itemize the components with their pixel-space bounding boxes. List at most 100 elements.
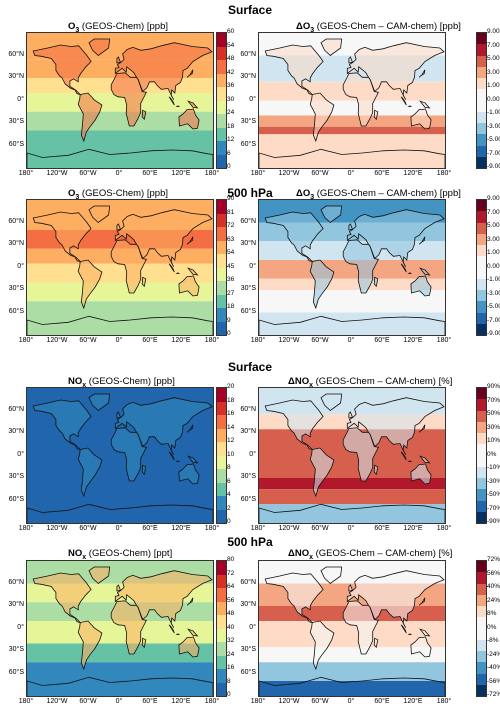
- colorbar-segment: [217, 46, 226, 61]
- panel-title-nox-500: NOx (GEOS-Chem) [ppt]: [68, 548, 173, 561]
- coastline: [178, 275, 200, 297]
- lat-label: 30°N: [240, 73, 256, 80]
- lon-label: 120°W: [278, 698, 300, 705]
- colorbar-tick-label: 1.00: [487, 249, 500, 256]
- colorbar-tick-label: -56%: [487, 677, 500, 685]
- coastline: [348, 411, 354, 419]
- colorbar-tick-label: 9.00: [487, 195, 500, 202]
- colorbar-tick-label: 9: [227, 316, 231, 324]
- coastline: [320, 205, 343, 224]
- colorbar-segment: [477, 651, 486, 664]
- field-band: [259, 647, 445, 663]
- colorbar-tick-label: 8: [227, 677, 231, 685]
- colorbar-segment: [217, 601, 226, 616]
- lon-label: 120°E: [403, 698, 423, 705]
- colorbar-segment: [477, 466, 486, 479]
- lon-label: 0°: [347, 698, 355, 705]
- colorbar-segment: [477, 421, 486, 434]
- colorbar-tick-label: 48: [227, 610, 235, 617]
- lon-label: 180°: [204, 337, 220, 344]
- map-field-svg: [259, 388, 445, 523]
- lat-label: 30°N: [8, 428, 24, 435]
- colorbar-tick-label: 9.00: [487, 28, 500, 35]
- colorbar-tick-label: 18: [227, 303, 235, 310]
- colorbar-tick-label: 0: [227, 691, 231, 698]
- colorbar-tick-label: -90%: [487, 518, 500, 525]
- colorbar-tick-label: -40%: [487, 664, 500, 671]
- coastline: [309, 259, 335, 310]
- row-title-500hpa-nox: 500 hPa: [227, 535, 273, 549]
- colorbar-tick-label: 90: [227, 195, 235, 202]
- colorbar-segment: [477, 290, 486, 303]
- lat-label: 60°N: [8, 405, 24, 413]
- colorbar-segment: [217, 308, 226, 323]
- colorbar-segment: [477, 78, 486, 91]
- lon-label: 120°E: [171, 170, 191, 177]
- colorbar-segment: [477, 211, 486, 224]
- colorbar-segment: [477, 222, 486, 235]
- colorbar-segment: [477, 455, 486, 468]
- colorbar-segment: [477, 156, 486, 168]
- lon-label: 180°: [436, 170, 452, 177]
- lat-label: 30°N: [240, 240, 256, 247]
- colorbar-segment: [217, 509, 226, 523]
- colorbar-tick-label: 20: [227, 383, 235, 390]
- map-do3-500: [258, 199, 446, 336]
- lon-label: 0°: [115, 698, 123, 705]
- coastline: [373, 109, 379, 121]
- lon-label: 120°W: [46, 337, 68, 344]
- lon-label: 180°: [436, 337, 452, 344]
- lon-label: 60°W: [311, 525, 329, 532]
- field-band: [259, 681, 445, 696]
- colorbar-segment: [217, 254, 226, 269]
- colorbar-tick-label: 63: [227, 235, 235, 243]
- coastline: [77, 259, 103, 310]
- coastline: [187, 455, 199, 464]
- colorbar-segment: [217, 401, 226, 416]
- lat-label: 30°S: [240, 473, 256, 480]
- lat-label: 30°N: [240, 601, 256, 608]
- lon-label: 180°: [250, 525, 266, 532]
- coastline: [175, 272, 181, 274]
- colorbar-segment: [477, 594, 486, 607]
- colorbar-tick-label: 10: [227, 450, 235, 458]
- colorbar-segment: [477, 489, 486, 502]
- lat-label: 60°S: [8, 668, 24, 676]
- lon-label: 120°E: [171, 337, 191, 344]
- field-band: [27, 282, 213, 302]
- colorbar-segment: [217, 482, 226, 497]
- field-band: [259, 290, 445, 313]
- colorbar-tick-label: 48: [227, 55, 235, 62]
- coastline: [418, 69, 426, 78]
- lon-label: 120°W: [278, 170, 300, 177]
- coastline: [400, 624, 407, 634]
- lon-label: 180°: [250, 170, 266, 177]
- coastline: [342, 600, 379, 655]
- lon-label: 60°W: [311, 698, 329, 705]
- coastline: [407, 633, 413, 635]
- colorbar-segment: [217, 114, 226, 129]
- field-band: [27, 301, 213, 335]
- coastline: [32, 572, 92, 624]
- colorbar-tick-label: 8: [227, 464, 231, 471]
- lat-label: 60°S: [240, 140, 256, 148]
- colorbar-segment: [477, 278, 486, 291]
- colorbar-segment: [477, 44, 486, 57]
- coastline: [418, 597, 426, 606]
- coastline: [264, 572, 324, 624]
- colorbar-tick-label: 36: [227, 82, 235, 89]
- colorbar-tick-label: -3.00: [487, 289, 500, 297]
- colorbar-tick-label: 30%: [487, 423, 500, 431]
- colorbar-segment: [217, 615, 226, 630]
- coastline: [175, 460, 181, 462]
- field-band: [259, 312, 445, 335]
- lon-label: 60°W: [311, 170, 329, 177]
- colorbar-segment: [477, 561, 486, 574]
- lon-label: 120°E: [403, 170, 423, 177]
- field-band: [27, 621, 213, 644]
- colorbar-segment: [477, 145, 486, 158]
- lat-label: 30°S: [240, 285, 256, 292]
- map-field-svg: [27, 388, 213, 523]
- lat-label: 30°N: [8, 73, 24, 80]
- colorbar-tick-label: 70%: [487, 396, 500, 404]
